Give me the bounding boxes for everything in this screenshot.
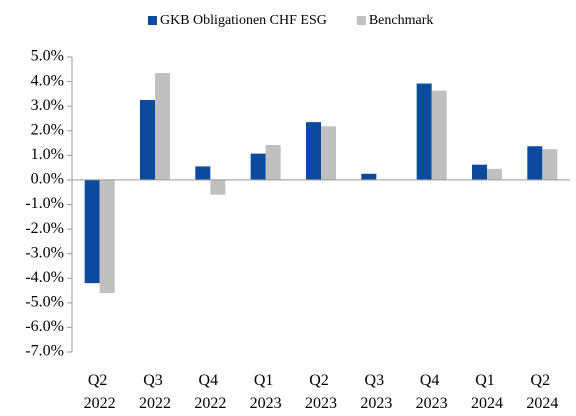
y-tick-label: -4.0%: [25, 269, 64, 286]
x-tick-label: Q3 2022: [139, 372, 171, 412]
bar: [361, 173, 377, 180]
x-tick-label: Q1 2024: [471, 372, 503, 412]
bar: [250, 153, 266, 180]
y-tick-label: -7.0%: [25, 343, 64, 360]
y-tick-label: 3.0%: [31, 97, 64, 114]
y-tick-label: 5.0%: [31, 48, 64, 65]
x-tick-label: Q1 2023: [250, 372, 282, 412]
bar: [431, 90, 447, 180]
y-tick-label: -3.0%: [25, 244, 64, 261]
legend-label: GKB Obligationen CHF ESG: [160, 13, 327, 28]
bar: [416, 83, 432, 180]
y-tick-label: -5.0%: [25, 294, 64, 311]
y-tick-label: 1.0%: [31, 146, 64, 163]
y-tick-label: 0.0%: [31, 171, 64, 188]
bar: [542, 149, 558, 180]
y-tick-label: 2.0%: [31, 121, 64, 138]
x-tick-label: Q3 2023: [360, 372, 392, 412]
bar: [306, 122, 321, 180]
bar: [140, 100, 155, 180]
x-tick-label: Q4 2022: [194, 372, 226, 412]
bar: [472, 164, 487, 180]
bar: [99, 179, 115, 293]
x-tick-label: Q2 2024: [526, 372, 558, 412]
bar: [155, 72, 170, 180]
legend-swatch: [148, 16, 157, 25]
bar: [487, 168, 502, 180]
x-tick-label: Q2 2023: [305, 372, 337, 412]
bar: [527, 146, 543, 180]
x-tick-label: Q4 2023: [416, 372, 448, 412]
legend-swatch: [356, 16, 366, 25]
y-tick-label: -2.0%: [25, 220, 64, 237]
bar: [321, 126, 336, 180]
bar: [265, 145, 281, 180]
x-tick-label: Q2 2022: [84, 372, 116, 412]
bar: [84, 179, 100, 284]
y-tick-label: -6.0%: [25, 318, 64, 335]
bar: [195, 166, 211, 180]
legend-label: Benchmark: [369, 13, 434, 28]
bar: [210, 179, 226, 195]
y-tick-label: 4.0%: [31, 72, 64, 89]
y-tick-label: -1.0%: [25, 195, 64, 212]
